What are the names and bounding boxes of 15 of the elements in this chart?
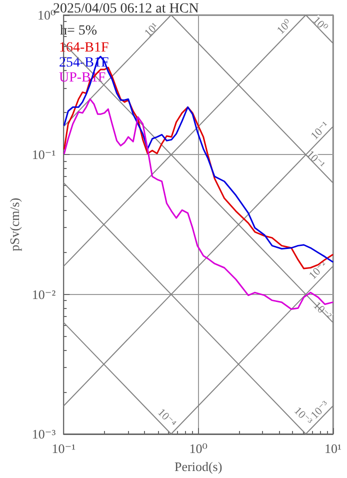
- y-axis-title: pSv(cm/s): [7, 198, 22, 252]
- annotation: 10⁻⁴: [155, 406, 178, 430]
- y-tick-label: 10⁻³: [32, 426, 56, 442]
- x-tick-label: 10⁻¹: [52, 441, 76, 456]
- x-tick-label: 10¹: [324, 441, 342, 456]
- y-tick-label: 10⁻¹: [32, 147, 56, 162]
- annotation: 10⁰: [310, 14, 330, 34]
- annotation: 10⁰: [274, 16, 295, 37]
- annotation: 10⁻¹: [308, 120, 332, 142]
- y-tick-label: 10⁰: [37, 8, 56, 22]
- annotation: 10¹: [142, 20, 161, 40]
- x-tick-label: 10⁰: [189, 441, 208, 456]
- annotation: 10⁻¹: [304, 148, 327, 172]
- y-tick-label: 10⁻²: [32, 286, 56, 302]
- x-axis-title: Period(s): [174, 459, 222, 474]
